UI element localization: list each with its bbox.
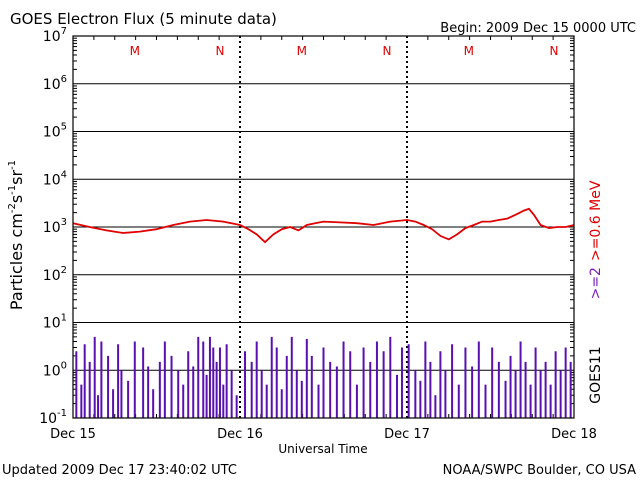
marker-N: N [215,44,224,58]
x-tick-label: Dec 18 [551,427,597,442]
credit-text: NOAA/SWPC Boulder, CO USA [443,463,636,478]
y-tick-exp: 7 [61,26,67,37]
y-tick-exp: 2 [61,265,67,276]
y-label-exp3: -1 [7,160,18,170]
y-axis-label: Particles cm-2s-1sr-1 [7,160,26,310]
y-tick-label: 100 [43,360,67,379]
marker-M: M [297,44,307,58]
y-tick-label: 107 [43,26,67,45]
y-label-base: Particles cm [7,213,26,310]
satellite-label: GOES11 [588,346,604,403]
y-tick-base: 10 [43,316,61,332]
y-tick-label: 103 [43,217,67,236]
y-label-exp2: -1 [7,185,18,195]
chart-title: GOES Electron Flux (5 minute data) [10,10,277,28]
marker-N: N [549,44,558,58]
y-tick-base: 10 [43,363,61,379]
y-tick-label: 105 [43,122,67,141]
y-tick-label: 104 [43,169,67,188]
y-tick-label: 101 [43,313,67,332]
energy-label-purple: >=2 [588,267,604,299]
y-tick-base: 10 [43,220,61,236]
y-tick-label: 106 [43,74,67,93]
y-label-exp1: -2 [7,203,18,213]
y-tick-exp: 1 [61,313,67,324]
x-tick-label: Dec 17 [384,427,430,442]
x-tick-label: Dec 16 [217,427,263,442]
y-tick-exp: -1 [57,408,67,419]
y-tick-label: 10-1 [39,408,67,427]
y-tick-base: 10 [43,125,61,141]
series-line-high-energy [72,207,575,244]
energy-label-red: >=0.6 MeV [588,180,604,261]
y-tick-exp: 3 [61,217,67,228]
y-tick-base: 10 [43,172,61,188]
y-label-mid1: s [7,195,26,203]
y-tick-label: 102 [43,265,67,284]
x-axis-label: Universal Time [278,442,367,456]
y-tick-exp: 5 [61,122,67,133]
y-tick-base: 10 [43,29,61,45]
updated-time: Updated 2009 Dec 17 23:40:02 UTC [2,463,237,478]
y-label-mid2: sr [7,170,26,185]
begin-time: Begin: 2009 Dec 15 0000 UTC [440,21,636,36]
plot-frame [72,35,575,419]
x-tick-label: Dec 15 [50,427,96,442]
right-label-energy: >=2 >=0.6 MeV [588,180,604,299]
marker-M: M [130,44,140,58]
y-tick-base: 10 [43,268,61,284]
marker-M: M [464,44,474,58]
y-tick-base: 10 [39,411,57,427]
y-tick-base: 10 [43,77,61,93]
y-tick-exp: 0 [61,360,67,371]
y-tick-exp: 6 [61,74,67,85]
y-tick-exp: 4 [61,169,67,180]
marker-N: N [382,44,391,58]
